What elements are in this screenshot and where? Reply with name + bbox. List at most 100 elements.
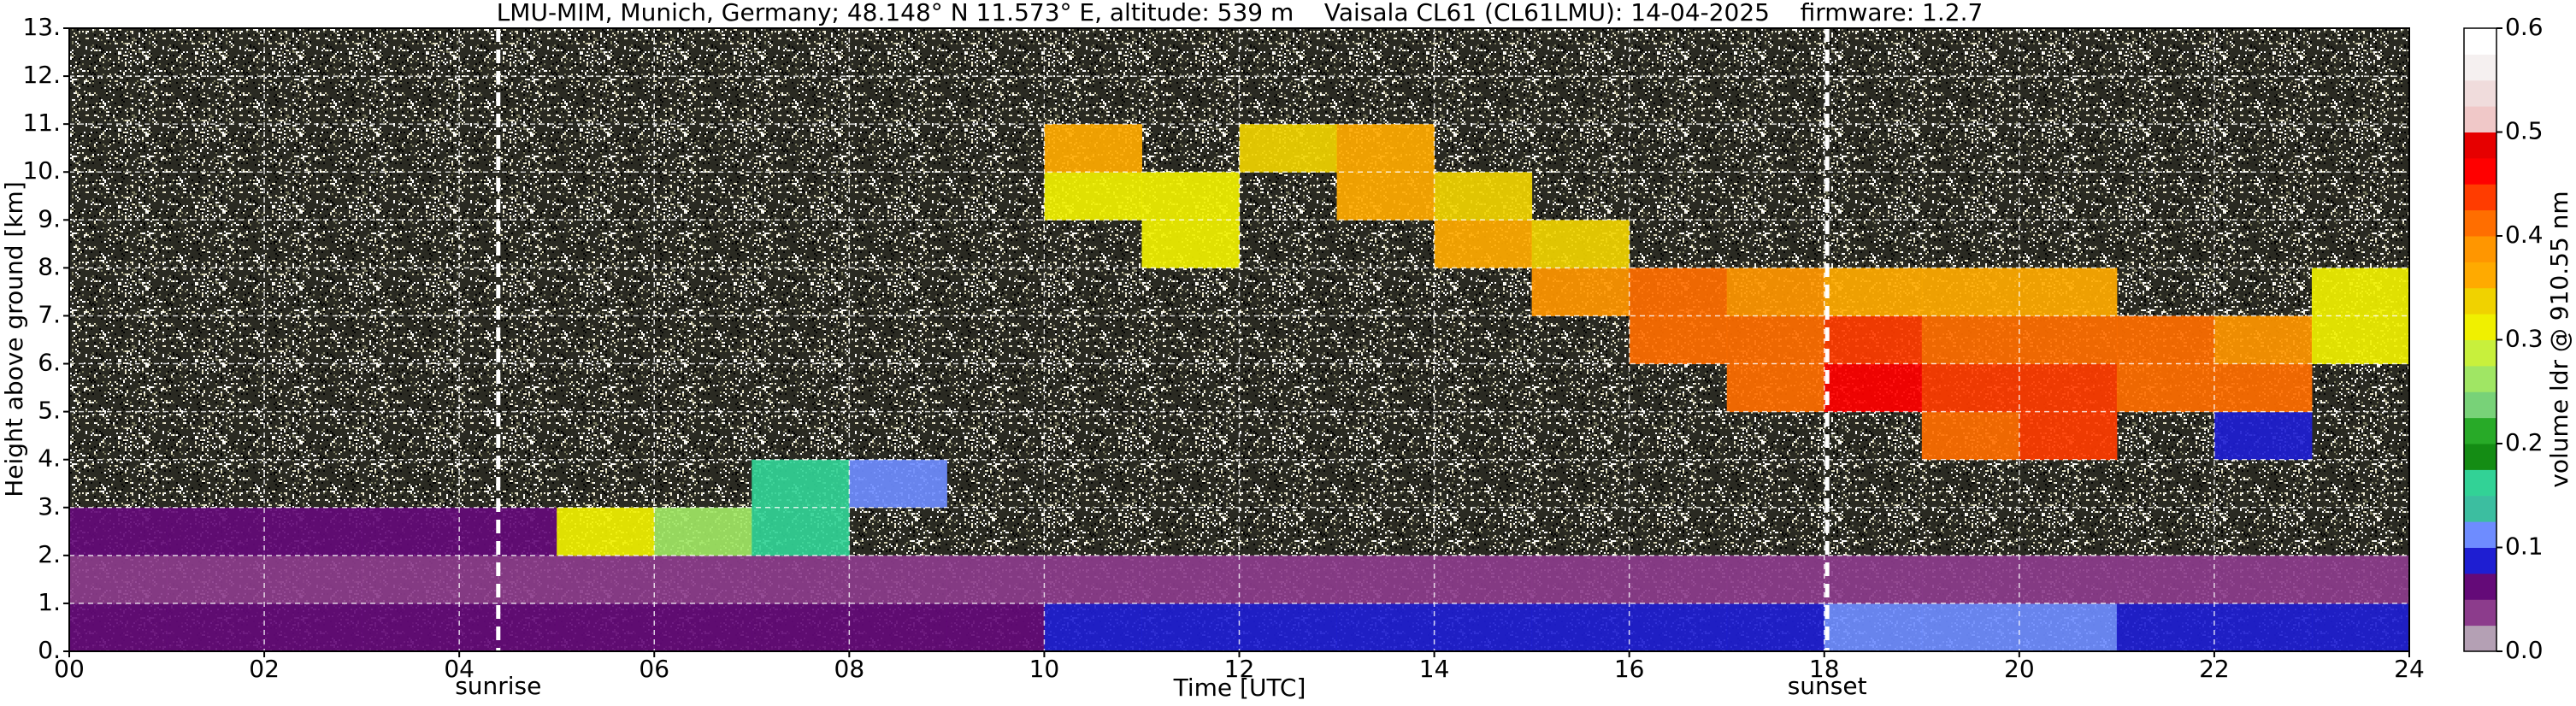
heatmap-cell [1044, 172, 1142, 221]
x-tick-label: 24 [2394, 655, 2425, 683]
x-axis-label: Time [UTC] [1173, 674, 1306, 702]
heatmap-cell [1239, 555, 1338, 604]
x-tick-label: 00 [54, 655, 85, 683]
heatmap-cell [2019, 555, 2118, 604]
heatmap-cell [752, 603, 850, 652]
heatmap-cell [1336, 124, 1435, 173]
colorbar-bin [2464, 314, 2496, 340]
heatmap-cell [69, 507, 168, 556]
colorbar-bin [2464, 417, 2496, 444]
heatmap-cell [1239, 124, 1338, 173]
heatmap-cell [1629, 268, 1728, 316]
y-tick-label: 6. [38, 349, 61, 377]
colorbar-bin [2464, 469, 2496, 497]
heatmap-cell [849, 555, 947, 604]
heatmap-cell [557, 603, 655, 652]
x-tick-label: 16 [1614, 655, 1645, 683]
heatmap-cell [1921, 315, 2020, 365]
heatmap-cell [1921, 411, 2020, 461]
heatmap-cell [2311, 603, 2410, 652]
x-tick-label: 12 [1224, 655, 1255, 683]
colorbar-bin [2464, 573, 2496, 600]
colorbar-bin [2464, 287, 2496, 315]
y-tick-label: 8. [38, 252, 61, 280]
y-tick-label: 13. [22, 13, 61, 41]
heatmap-cell [557, 507, 655, 556]
heatmap-cell [2019, 363, 2118, 413]
heatmap-cell [1531, 268, 1630, 316]
heatmap-cell [654, 603, 752, 652]
y-tick-label: 2. [38, 540, 61, 568]
colorbar-bin [2464, 444, 2496, 470]
heatmap-cell [1824, 315, 1923, 365]
heatmap-cell [1921, 555, 2020, 604]
colorbar-tick-label: 0.1 [2505, 532, 2544, 561]
heatmap-cell [1239, 603, 1338, 652]
heatmap-cell [2213, 555, 2313, 604]
heatmap-cell [1531, 220, 1630, 268]
colorbar-bin [2464, 132, 2496, 159]
colorbar-bin [2464, 236, 2496, 262]
y-tick-label: 5. [38, 397, 61, 425]
heatmap-cell [1044, 603, 1142, 652]
y-tick-label: 11. [22, 109, 61, 137]
heatmap-cell [2213, 411, 2313, 461]
heatmap-cell [752, 507, 850, 556]
colorbar-tick-label: 0.5 [2505, 117, 2544, 145]
heatmap-cell [2116, 603, 2215, 652]
heatmap-cell [1141, 220, 1240, 268]
heatmap-cell [1726, 603, 1825, 652]
y-tick-label: 7. [38, 300, 61, 328]
plot-frame [68, 27, 2410, 652]
heatmap-cell [2311, 555, 2410, 604]
x-tick-label: 22 [2199, 655, 2230, 683]
colorbar-bin [2464, 79, 2496, 107]
colorbar-tick-label: 0.2 [2505, 428, 2544, 456]
heatmap-cell [2213, 363, 2313, 413]
x-tick-label: 20 [2004, 655, 2035, 683]
y-tick-label: 3. [38, 492, 61, 521]
colorbar-bin [2464, 599, 2496, 627]
heatmap-cell [946, 603, 1045, 652]
heatmap-cell [1434, 172, 1533, 221]
heatmap-cell [654, 555, 752, 604]
x-tick-label: 08 [834, 655, 865, 683]
heatmap-cell [1531, 603, 1630, 652]
heatmap-cell [1629, 555, 1728, 604]
colorbar-bin [2464, 339, 2496, 367]
heatmap-cell [264, 603, 363, 652]
colorbar-bin [2464, 209, 2496, 237]
heatmap-cell [1531, 555, 1630, 604]
heatmap-cell [2019, 268, 2118, 316]
heatmap-cell [1726, 363, 1825, 413]
heatmap-cell [2116, 555, 2215, 604]
heatmap-cell [459, 507, 557, 556]
colorbar-bin [2464, 157, 2496, 185]
colorbar-bin [2464, 28, 2496, 55]
heatmap-cell [362, 555, 460, 604]
heatmap-cell [2116, 363, 2215, 413]
heatmap-cell [264, 555, 363, 604]
y-tick-label: 9. [38, 204, 61, 232]
x-tick-label: 18 [1809, 655, 1840, 683]
colorbar-bin [2464, 391, 2496, 419]
heatmap-cell [752, 459, 850, 509]
heatmap-cell [2019, 315, 2118, 365]
heatmap-cell [69, 555, 168, 604]
colorbar-bin [2464, 365, 2496, 392]
y-tick-label: 1. [38, 588, 61, 616]
heatmap-cell [1336, 555, 1435, 604]
heatmap-cell [1336, 603, 1435, 652]
heatmap-cell [1629, 603, 1728, 652]
heatmap-cell [264, 507, 363, 556]
heatmap-cell [1336, 172, 1435, 221]
y-tick-label: 4. [38, 444, 61, 473]
heatmap-cell [362, 603, 460, 652]
heatmap-cell [69, 603, 168, 652]
annotation-label: sunrise [455, 672, 541, 700]
colorbar-bin [2464, 262, 2496, 289]
colorbar-bin [2464, 521, 2496, 548]
chart-title: LMU-MIM, Munich, Germany; 48.148° N 11.5… [497, 0, 1984, 26]
